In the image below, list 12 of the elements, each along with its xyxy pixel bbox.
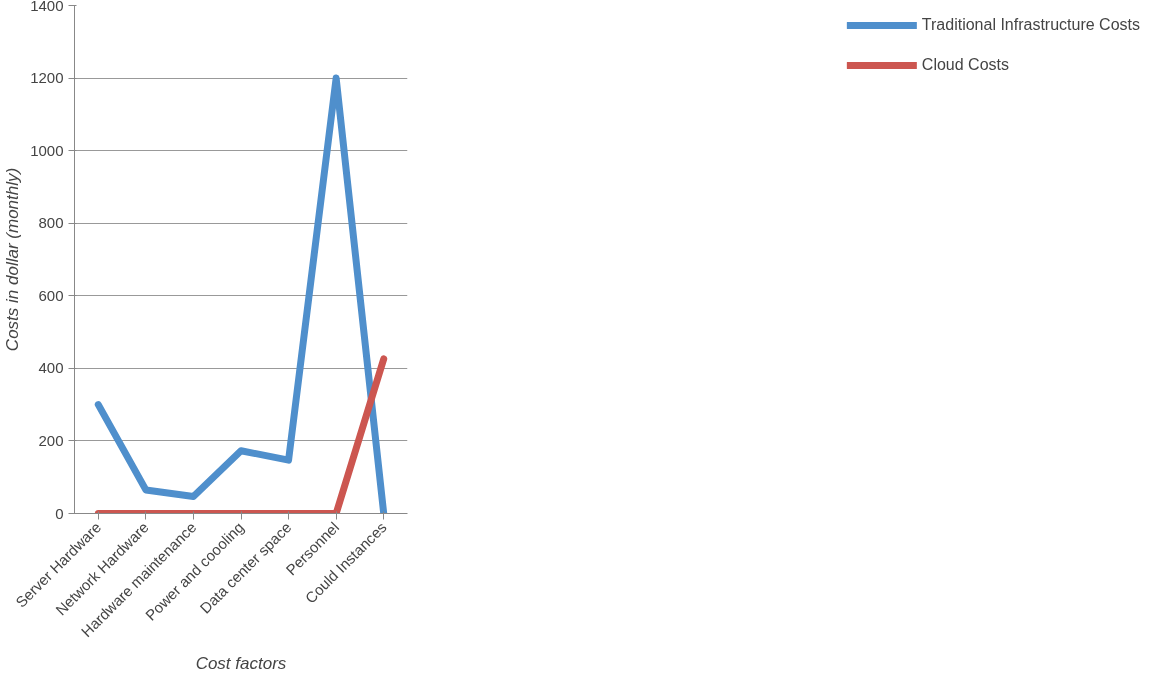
y-tick-label: 1400 [30, 0, 64, 14]
y-axis-title: Costs in dollar (monthly) [3, 167, 23, 352]
y-tick-label: 1200 [30, 69, 64, 87]
y-tick-label: 1000 [30, 141, 64, 159]
legend-label: Cloud Costs [921, 56, 1009, 74]
y-tick-label: 200 [38, 431, 64, 449]
y-tick-label: 0 [55, 504, 64, 522]
y-tick-label: 400 [38, 359, 64, 377]
x-axis-title: Cost factors [195, 654, 287, 674]
y-tick-label: 800 [38, 214, 64, 232]
legend-label: Traditional Infrastructure Costs [921, 16, 1140, 34]
y-tick-label: 600 [38, 286, 64, 304]
